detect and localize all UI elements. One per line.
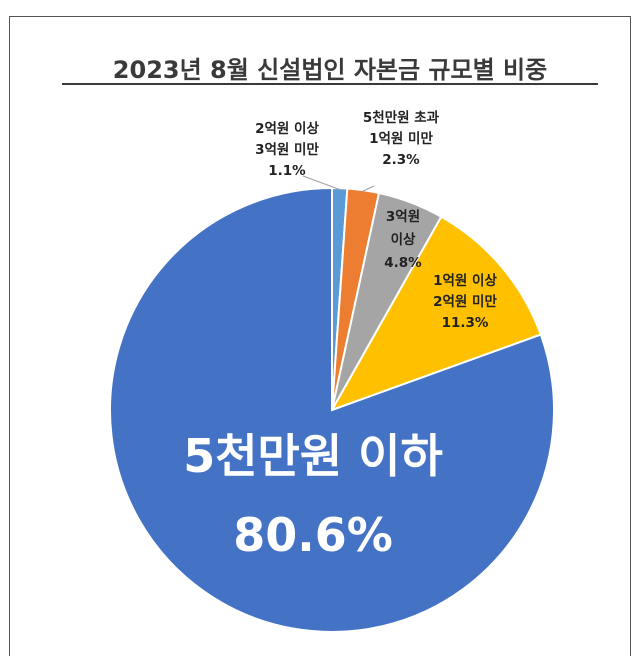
slice-label-line: 4.8% xyxy=(384,255,422,271)
slice-label-1: 5천만원 초과 1억원 미만 2.3% xyxy=(363,110,440,168)
slice-label-0: 2억원 이상 3억원 미만 1.1% xyxy=(255,120,319,179)
slice-label-line: 이상 xyxy=(391,231,416,248)
slice-label-4: 5천만원 이하 80.6% xyxy=(183,429,443,562)
slice-label-line: 3억원 미만 xyxy=(255,142,319,158)
slice-label-line: 2억원 이상 xyxy=(255,120,319,137)
chart-title: 2023년 8월 신설법인 자본금 규모별 비중 xyxy=(113,56,547,84)
slice-label-line: 1억원 이상 xyxy=(433,272,497,289)
slice-label-3: 1억원 이상 2억원 미만 11.3% xyxy=(433,272,497,331)
pie-slice-4 xyxy=(109,186,555,633)
slice-label-line: 1.1% xyxy=(268,163,306,179)
slice-label-line: 80.6% xyxy=(233,508,393,562)
slice-label-line: 1억원 미만 xyxy=(369,131,433,147)
leader-line-0 xyxy=(302,175,342,191)
leader-line-1 xyxy=(360,185,375,193)
slice-label-line: 11.3% xyxy=(442,315,489,331)
slice-label-line: 2억원 미만 xyxy=(433,294,497,310)
pie-slice-3 xyxy=(329,215,543,412)
chart-frame xyxy=(9,16,631,656)
slice-label-line: 5천만원 이하 xyxy=(183,429,443,483)
slice-label-line: 5천만원 초과 xyxy=(363,110,440,126)
slice-label-line: 2.3% xyxy=(382,152,420,168)
slice-label-line: 3억원 xyxy=(386,209,420,225)
